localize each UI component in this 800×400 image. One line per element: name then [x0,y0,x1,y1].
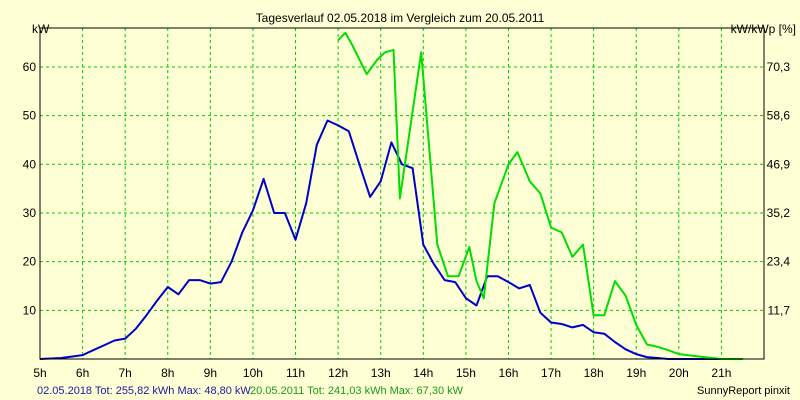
footer: 02.05.2018 Tot: 255,82 kWh Max: 48,80 kW… [0,382,800,400]
axis-layer: 5h 6h 7h 8h 9h 10h 11h 12h 13h 14h 15h 16h 17h 18h 19h… [23,60,791,380]
x-tick-label: 5h [33,366,46,380]
grid-layer [40,28,764,359]
x-tick-label: 6h [76,366,89,380]
y-tick-label-left: 20 [23,255,37,269]
y-tick-label-left: 30 [23,206,37,220]
x-tick-label: 14h [413,366,433,380]
y-tick-label-right: 23,4 [767,255,791,269]
x-tick-label: 11h [286,366,305,380]
y-tick-label-left: 40 [23,157,37,171]
x-tick-label: 20h [669,366,689,380]
x-tick-label: 8h [161,366,174,380]
x-tick-label: 15h [456,366,476,380]
y-axis-right-label: kW/kWp [%] [731,22,796,36]
series2-summary: 20.05.2011 Tot: 241,03 kWh Max: 67,30 kW [250,385,463,397]
x-tick-label: 16h [498,366,518,380]
x-tick-label: 12h [328,366,348,380]
series-layer [39,31,743,360]
x-tick-label: 18h [584,366,604,380]
chart-svg: 5h 6h 7h 8h 9h 10h 11h 12h 13h 14h 15h 16h 17h 18h 19h… [23,11,796,380]
y-tick-label-right: 46,9 [767,157,791,171]
series1-summary: 02.05.2018 Tot: 255,82 kWh Max: 48,80 kW [37,385,251,397]
y-axis-left-label: kW [32,22,50,36]
series-line-1 [39,119,743,360]
x-tick-label: 9h [204,366,217,380]
x-tick-label: 7h [118,366,131,380]
y-tick-label-left: 60 [23,60,37,74]
y-tick-label-right: 11,7 [768,303,791,317]
y-tick-label-right: 35,2 [767,206,791,220]
y-tick-label-right: 58,6 [767,109,791,123]
plot-frame [39,27,765,360]
y-tick-label-right: 70,3 [767,60,791,74]
series-line-2 [337,31,743,360]
y-tick-label-left: 50 [23,109,37,123]
x-tick-label: 17h [541,366,561,380]
x-tick-label: 21h [711,366,731,380]
x-tick-label: 10h [243,366,263,380]
y-tick-label-left: 10 [23,303,37,317]
brand-credit: SunnyReport pinxit [697,385,790,397]
x-tick-label: 19h [626,366,646,380]
x-tick-label: 13h [371,366,391,380]
chart-title: Tagesverlauf 02.05.2018 im Vergleich zum… [256,11,545,25]
plot-background [40,28,764,359]
